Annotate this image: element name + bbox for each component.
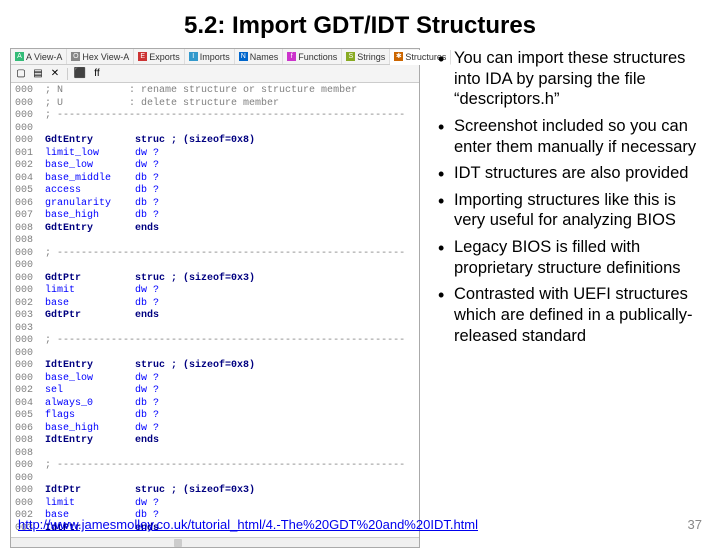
ida-window: AA View-AOHex View-AEExportsIImportsNNam… [10,48,420,548]
bullet-column: You can import these structures into IDA… [420,48,710,548]
bullet-item: You can import these structures into IDA… [436,48,702,110]
tab-icon: f [287,52,296,61]
tool-icon[interactable]: ⬛ [73,67,87,81]
tab-icon: S [346,52,355,61]
code-line: 000 [15,123,415,136]
code-line: 005 access db ? [15,185,415,198]
tab-icon: N [239,52,248,61]
code-line: 007 base_high db ? [15,210,415,223]
code-line: 005 flags db ? [15,410,415,423]
tab-icon: ✱ [394,52,403,61]
code-line: 002 base_low dw ? [15,160,415,173]
scroll-thumb[interactable] [174,539,182,547]
tool-icon[interactable]: ▢ [14,67,28,81]
code-line: 000 ; ----------------------------------… [15,335,415,348]
tab-label: Strings [357,52,385,62]
code-line: 008 GdtEntry ends [15,223,415,236]
code-line: 002 sel dw ? [15,385,415,398]
page-number: 37 [688,517,702,532]
code-line: 000 IdtPtr struc ; (sizeof=0x3) [15,485,415,498]
code-line: 002 base db ? [15,298,415,311]
tab-names[interactable]: NNames [235,49,284,64]
tab-functions[interactable]: fFunctions [283,49,342,64]
tab-a-view-a[interactable]: AA View-A [11,49,67,64]
bullet-item: Contrasted with UEFI structures which ar… [436,284,702,346]
code-line: 000 ; ----------------------------------… [15,248,415,261]
code-line: 000 [15,473,415,486]
code-line: 000 [15,260,415,273]
main-content: AA View-AOHex View-AEExportsIImportsNNam… [0,48,720,548]
tab-label: Names [250,52,279,62]
code-line: 008 [15,448,415,461]
reference-link[interactable]: http://www.jamesmolloy.co.uk/tutorial_ht… [18,517,478,532]
code-line: 000 limit dw ? [15,285,415,298]
code-line: 000 [15,348,415,361]
code-line: 003 [15,323,415,336]
bullet-item: Screenshot included so you can enter the… [436,116,702,157]
tab-label: Imports [200,52,230,62]
tab-exports[interactable]: EExports [134,49,185,64]
code-listing: 000 ; N : rename structure or structure … [11,83,419,537]
divider [67,68,68,80]
code-line: 004 base_middle db ? [15,173,415,186]
code-line: 001 limit_low dw ? [15,148,415,161]
tool-icon[interactable]: ff [90,67,104,81]
close-icon[interactable]: ✕ [48,67,62,81]
code-line: 004 always_0 db ? [15,398,415,411]
tab-icon: I [189,52,198,61]
tool-icon[interactable]: ▤ [31,67,45,81]
code-line: 000 GdtEntry struc ; (sizeof=0x8) [15,135,415,148]
tab-label: Exports [149,52,180,62]
code-line: 000 IdtEntry struc ; (sizeof=0x8) [15,360,415,373]
code-line: 000 ; U : delete structure member [15,98,415,111]
code-line: 000 GdtPtr struc ; (sizeof=0x3) [15,273,415,286]
toolbar: ▢ ▤ ✕ ⬛ ff [11,65,419,83]
bullet-item: Importing structures like this is very u… [436,190,702,231]
tab-label: Hex View-A [82,52,129,62]
tab-imports[interactable]: IImports [185,49,235,64]
code-line: 008 [15,235,415,248]
code-line: 006 granularity db ? [15,198,415,211]
tab-label: Functions [298,52,337,62]
tab-icon: O [71,52,80,61]
tab-label: A View-A [26,52,62,62]
code-line: 003 GdtPtr ends [15,310,415,323]
code-line: 000 ; N : rename structure or structure … [15,85,415,98]
tab-bar: AA View-AOHex View-AEExportsIImportsNNam… [11,49,419,65]
code-line: 000 ; ----------------------------------… [15,110,415,123]
tab-icon: E [138,52,147,61]
tab-icon: A [15,52,24,61]
bullet-item: Legacy BIOS is filled with proprietary s… [436,237,702,278]
code-line: 006 base_high dw ? [15,423,415,436]
code-line: 000 limit dw ? [15,498,415,511]
code-line: 008 IdtEntry ends [15,435,415,448]
code-line: 000 base_low dw ? [15,373,415,386]
tab-strings[interactable]: SStrings [342,49,390,64]
bullet-item: IDT structures are also provided [436,163,702,184]
tab-hex-view-a[interactable]: OHex View-A [67,49,134,64]
slide-title: 5.2: Import GDT/IDT Structures [0,0,720,48]
horizontal-scrollbar[interactable] [11,537,419,547]
code-line: 000 ; ----------------------------------… [15,460,415,473]
